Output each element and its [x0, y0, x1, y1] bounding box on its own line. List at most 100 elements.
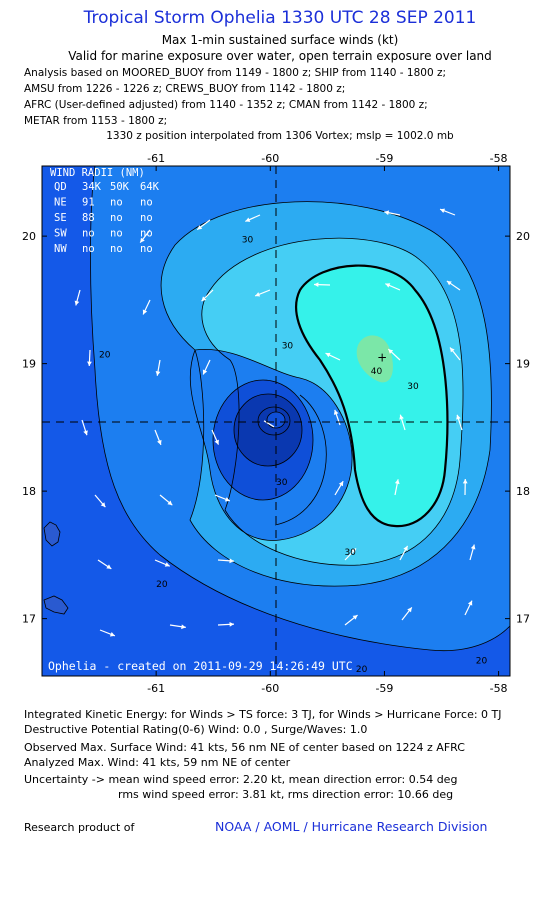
wind-arrow-head	[167, 500, 173, 506]
analysis-line-2: AMSU from 1226 - 1226 z; CREWS_BUOY from…	[24, 83, 346, 95]
wind-arrow-head	[142, 309, 148, 315]
wind-arrow-head	[388, 349, 394, 354]
wind-radii-title: WIND RADII (NM)	[50, 167, 145, 179]
contour-line-35	[201, 237, 464, 566]
contour-label: 30	[407, 382, 419, 392]
footer-analyzed-max: Analyzed Max. Wind: 41 kts, 59 nm NE of …	[24, 756, 291, 769]
wind-arrow-head	[155, 371, 161, 376]
contour-label: 30	[282, 341, 294, 351]
analysis-line-1: Analysis based on MOORED_BUOY from 1149 …	[24, 67, 447, 79]
wind-radii-cell: no	[82, 228, 95, 240]
wind-arrow-head	[214, 439, 219, 445]
wind-radii-cell: no	[140, 243, 153, 255]
wind-arrow-head	[470, 544, 476, 550]
wind-arrow-head	[100, 502, 106, 508]
x-tick-label-bottom: -59	[375, 682, 393, 695]
wind-arrow-head	[446, 280, 452, 286]
y-tick-label-left: 17	[22, 613, 36, 626]
contour-label: 30	[344, 548, 356, 558]
x-tick-label-bottom: -61	[147, 682, 165, 695]
y-tick-label-left: 19	[22, 358, 36, 371]
wind-radii-table: QD 34K 50K 64K NE 91 no no SE 88 no no SW no no no NW no n…	[54, 181, 160, 255]
contour-label: 20	[156, 580, 168, 590]
wind-radii-cell: no	[110, 228, 123, 240]
wind-arrow-head	[314, 282, 319, 288]
wind-arrow-head	[407, 607, 412, 613]
wind-arrow-head	[403, 545, 408, 551]
center-wind-arrow	[263, 420, 275, 428]
wind-arrow-head	[224, 497, 230, 502]
wind-radii-cell: 91	[82, 197, 95, 209]
wind-radii-cell: no	[110, 212, 123, 224]
footer-uncertainty-2: rms wind speed error: 3.81 kt, rms direc…	[118, 788, 454, 801]
contour-line-20	[90, 166, 510, 652]
wind-radii-cell: no	[82, 243, 95, 255]
wind-radii-cell: 88	[82, 212, 95, 224]
island-dominica	[43, 595, 69, 615]
wind-radii-cell: no	[110, 197, 123, 209]
contour-line-30	[160, 201, 492, 587]
wind-arrow-head	[164, 562, 170, 567]
contour-labels: 30 20 30 40 30 30 30 20 20 20	[99, 236, 487, 676]
contour-label: 20	[476, 656, 488, 666]
analysis-line-3: AFRC (User-defined adjusted) from 1140 -…	[24, 99, 428, 111]
contour-label: 30	[276, 478, 288, 488]
x-tick-label-top: -59	[375, 152, 393, 165]
wind-arrow-head	[351, 548, 357, 554]
y-tick-label-right: 18	[516, 485, 530, 498]
wind-radii-cell: SW	[54, 228, 67, 240]
chart-subtitle-2: Valid for marine exposure over water, op…	[68, 49, 492, 63]
y-tick-label-right: 17	[516, 613, 530, 626]
wind-radii-cell: SE	[54, 212, 67, 224]
chart-credit: Ophelia - created on 2011-09-29 14:26:49…	[48, 659, 353, 673]
chart-title: Tropical Storm Ophelia 1330 UTC 28 SEP 2…	[83, 8, 477, 28]
wind-arrow-head	[229, 558, 234, 564]
wind-radii-cell: NE	[54, 197, 67, 209]
wind-arrow-head	[245, 217, 251, 222]
wind-arrow-head	[467, 600, 473, 606]
wind-radii-header-cell: QD	[54, 181, 67, 193]
x-tick-label-top: -60	[261, 152, 279, 165]
wind-arrow-head	[157, 439, 162, 445]
footer-ike: Integrated Kinetic Energy: for Winds > T…	[24, 708, 502, 721]
wind-arrow-head	[394, 479, 400, 485]
wind-arrow-head	[255, 292, 261, 297]
wind-arrow-head	[202, 369, 208, 375]
wind-arrow-head	[338, 481, 344, 487]
wind-radii-header-cell: 34K	[82, 181, 102, 193]
y-tick-label-right: 20	[516, 230, 530, 243]
wind-arrow-head	[106, 564, 112, 569]
footer-uncertainty-1: Uncertainty -> mean wind speed error: 2.…	[24, 773, 458, 786]
y-tick-label-right: 19	[516, 358, 530, 371]
contour-label: 40	[371, 367, 383, 377]
chart-subtitle-1: Max 1-min sustained surface winds (kt)	[161, 33, 399, 47]
contour-band-45	[356, 335, 393, 383]
contour-label: 20	[99, 350, 111, 360]
wind-radii-header-cell: 50K	[110, 181, 130, 193]
wind-arrow-head	[181, 624, 186, 630]
contour-line-inner	[189, 348, 353, 541]
wind-radii-header-cell: 64K	[140, 181, 160, 193]
wind-arrow-head	[109, 631, 115, 637]
wind-arrow-head	[229, 621, 234, 627]
wind-arrow-head	[462, 479, 468, 484]
research-label: Research product of	[24, 821, 135, 834]
wind-arrow-head	[384, 210, 390, 216]
wind-arrow-head	[87, 361, 92, 366]
footer-observed-max: Observed Max. Surface Wind: 41 kts, 56 n…	[24, 741, 465, 754]
wind-arrow-head	[201, 296, 207, 302]
axis-ticks: -61 -61 -60 -60 -59 -59 -58 -58 17 17 18 18 19 19 20 20	[22, 152, 530, 695]
contour-line-extra	[274, 394, 327, 526]
contour-line-40	[295, 264, 449, 528]
wind-arrow-head	[83, 430, 88, 436]
wind-arrow-head	[449, 347, 455, 353]
wind-arrow-head	[385, 283, 391, 288]
position-note: 1330 z position interpolated from 1306 V…	[106, 130, 454, 142]
wind-arrow-head	[440, 208, 446, 214]
wind-radii-cell: no	[110, 243, 123, 255]
footer-dpr: Destructive Potential Rating(0-6) Wind: …	[24, 723, 368, 736]
wind-radii-cell: NW	[54, 243, 67, 255]
x-tick-label-bottom: -60	[261, 682, 279, 695]
hrd-credit-link[interactable]: NOAA / AOML / Hurricane Research Divisio…	[215, 819, 488, 834]
